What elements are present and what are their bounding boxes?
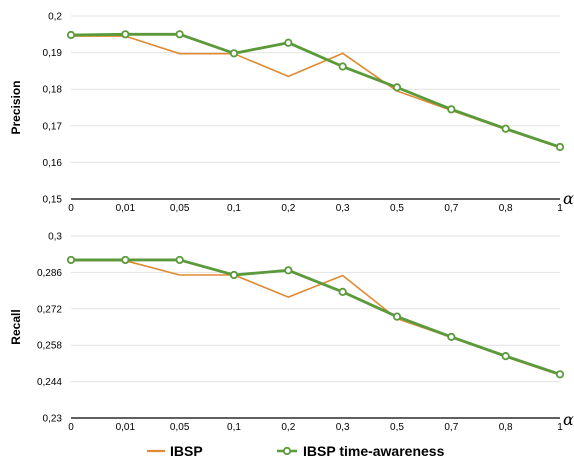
data-point [175, 30, 184, 39]
series-line-ibsp [71, 259, 561, 376]
x-tick-label: 0,7 [444, 203, 458, 214]
x-tick-label: 0,05 [170, 422, 190, 433]
x-tick-label: 0,8 [499, 422, 513, 433]
x-tick-label: 0,1 [227, 422, 241, 433]
x-axis-label: α [563, 189, 574, 208]
y-tick-label: 0,3 [48, 232, 62, 243]
y-tick-label: 0,19 [43, 48, 63, 59]
series-line-ibsp-time-awareness [70, 32, 561, 149]
legend-label-ibsp-time-awareness: IBSP time-awareness [303, 443, 445, 459]
x-tick-label: 0 [68, 422, 74, 433]
x-tick-label: 0,05 [170, 203, 190, 214]
y-axis-label: Precision [9, 80, 23, 134]
x-tick-label: 0,01 [116, 203, 136, 214]
data-point [284, 38, 293, 47]
x-tick-label: 1 [557, 203, 563, 214]
data-point [66, 255, 76, 265]
y-tick-label: 0,15 [43, 195, 63, 206]
x-tick-label: 0,7 [444, 422, 458, 433]
y-tick-label: 0,272 [37, 304, 62, 315]
x-axis-label: α [563, 410, 574, 429]
data-point [121, 255, 130, 265]
data-point [175, 255, 184, 265]
data-point [121, 30, 130, 39]
data-point [338, 287, 347, 296]
data-point [229, 49, 239, 58]
y-tick-label: 0,17 [43, 121, 63, 132]
x-tick-label: 0 [68, 203, 74, 214]
x-tick-label: 0,2 [281, 422, 295, 433]
data-point [392, 312, 402, 321]
x-tick-label: 0,3 [336, 203, 350, 214]
y-tick-label: 0,23 [43, 414, 63, 425]
y-axis-label: Recall [9, 309, 23, 344]
data-point [284, 266, 293, 275]
data-point [555, 142, 565, 152]
data-point [229, 270, 239, 280]
x-tick-label: 0,3 [336, 422, 350, 433]
data-point [555, 370, 565, 379]
data-point [501, 352, 510, 361]
x-tick-label: 0,8 [499, 203, 513, 214]
x-tick-label: 1 [557, 422, 563, 433]
y-tick-label: 0,286 [37, 268, 62, 279]
x-tick-label: 0,1 [227, 203, 241, 214]
x-tick-label: 0,01 [116, 422, 136, 433]
recall-panel: 0,23 0,244 0,258 0,272 0,286 0,3 0 0,01 0,05 0,1 0… [9, 232, 574, 434]
data-point [447, 105, 456, 114]
data-point [338, 62, 347, 71]
y-tick-label: 0,244 [37, 377, 62, 388]
legend-marker-ibsp-time-awareness [282, 446, 292, 456]
legend-label-ibsp: IBSP [170, 443, 203, 459]
y-tick-label: 0,16 [43, 158, 63, 169]
x-tick-label: 0,2 [281, 203, 295, 214]
data-point [501, 124, 510, 133]
precision-panel: 0,15 0,16 0,17 0,18 0,19 0,2 0 0,01 0,05 0,1 0,2 0,… [9, 12, 574, 215]
x-tick-label: 0,5 [390, 422, 404, 433]
data-point [447, 332, 456, 341]
y-tick-label: 0,258 [37, 341, 62, 352]
series-line-ibsp-time-awareness [71, 258, 561, 376]
data-point [66, 30, 76, 40]
y-tick-label: 0,2 [48, 12, 62, 23]
legend: IBSP IBSP time-awareness [147, 443, 445, 459]
y-tick-label: 0,18 [43, 85, 63, 96]
x-tick-label: 0,5 [390, 203, 404, 214]
data-point [392, 83, 402, 92]
